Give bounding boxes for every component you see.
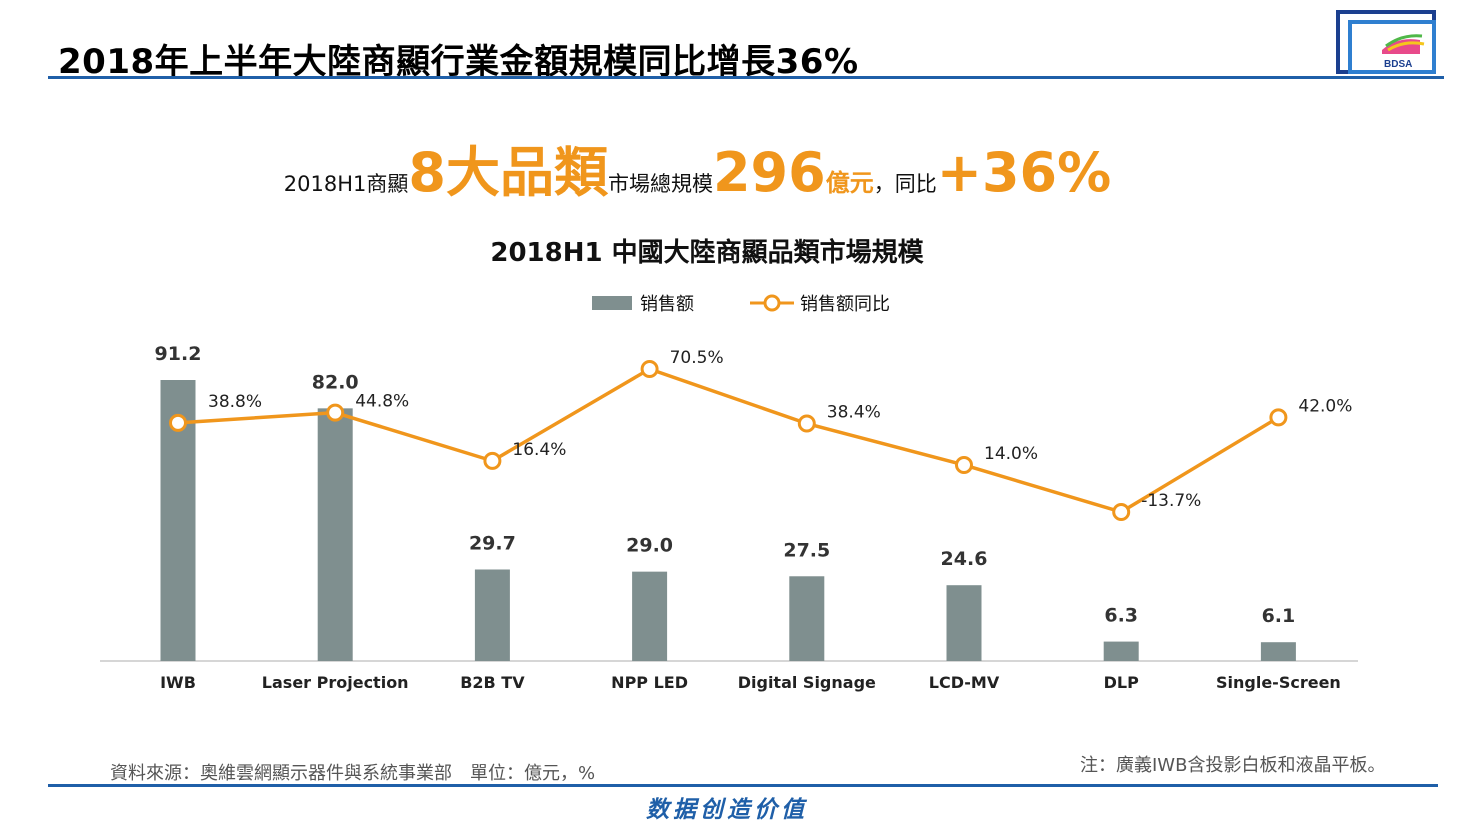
headline-unit: 億元 — [825, 169, 874, 197]
bar-value-label: 27.5 — [783, 539, 830, 561]
bar-value-label: 82.0 — [312, 371, 359, 393]
yoy-value-label: 38.4% — [827, 403, 881, 423]
legend-label-sales: 销售额 — [640, 294, 694, 315]
header-rule — [48, 76, 1444, 79]
legend-swatch-line — [750, 294, 794, 312]
headline-categories: 8大品類 — [408, 141, 608, 204]
bar-value-label: 91.2 — [155, 343, 202, 365]
legend-label-yoy: 销售额同比 — [800, 294, 890, 315]
yoy-line — [177, 367, 1280, 514]
x-tick-label: NPP LED — [611, 673, 688, 692]
x-tick-label: Single-Screen — [1216, 673, 1341, 692]
yoy-value-label: 16.4% — [512, 440, 566, 460]
footer-rule — [48, 784, 1438, 787]
headline-middle: 市場總規模 — [607, 172, 713, 196]
footnote: 注：廣義IWB含投影白板和液晶平板。 — [1080, 755, 1386, 776]
bdsa-logo — [1336, 10, 1436, 74]
chart-title: 2018H1 中國大陸商顯品類市場規模 — [490, 238, 924, 268]
headline-prefix: 2018H1商顯 — [283, 172, 409, 196]
bar-digital-signage — [789, 576, 825, 661]
yoy-point — [955, 455, 973, 474]
bar-value-label: 29.7 — [469, 532, 516, 554]
slogan: 数据创造价值 — [646, 796, 808, 823]
x-tick-label: B2B TV — [460, 673, 525, 692]
bar-b2b-tv — [474, 569, 510, 661]
legend-swatch-bar — [592, 296, 632, 310]
yoy-value-label: 38.8% — [208, 392, 262, 412]
legend-item-yoy: 销售额同比 — [750, 290, 890, 316]
bar-value-label: 24.6 — [941, 548, 988, 570]
x-tick-label: IWB — [160, 673, 196, 692]
source-note: 資料來源：奧維雲網顯示器件與系統事業部 單位：億元，% — [110, 763, 596, 784]
slide-title: 2018年上半年大陸商顯行業金額規模同比增長36% — [58, 42, 859, 82]
yoy-point — [169, 413, 187, 432]
x-tick-label: Laser Projection — [262, 673, 409, 692]
yoy-point — [640, 360, 659, 378]
yoy-value-label: 44.8% — [355, 392, 409, 412]
legend-item-sales: 销售额 — [592, 290, 694, 316]
logo-text: BDSA — [1384, 59, 1413, 70]
bar-value-label: 6.1 — [1262, 605, 1296, 627]
chart-legend: 销售额 销售额同比 — [592, 291, 946, 315]
bar-npp-led — [632, 571, 668, 661]
yoy-value-label: 14.0% — [984, 444, 1038, 464]
yoy-point — [483, 451, 502, 470]
headline-yoy-label: ，同比 — [873, 172, 937, 196]
yoy-point — [1112, 503, 1131, 521]
headline-total-value: 296 — [712, 141, 826, 204]
bar-single-screen — [1260, 642, 1296, 661]
bar-lcd-mv — [946, 585, 982, 661]
x-tick-label: LCD-MV — [929, 673, 1000, 692]
bar-laser-projection — [317, 408, 353, 661]
headline: 2018H1商顯8大品類市場總規模296億元，同比+36% — [0, 128, 1395, 207]
yoy-point — [326, 403, 345, 422]
bar-value-label: 29.0 — [626, 535, 673, 557]
yoy-point — [1269, 408, 1288, 427]
headline-yoy-value: +36% — [936, 141, 1112, 204]
bar-dlp — [1103, 641, 1139, 661]
yoy-point — [797, 414, 816, 433]
x-tick-label: Digital Signage — [738, 673, 876, 692]
yoy-value-label: -13.7% — [1141, 491, 1201, 511]
yoy-value-label: 70.5% — [670, 348, 724, 368]
bar-value-label: 6.3 — [1104, 605, 1138, 627]
yoy-value-label: 42.0% — [1298, 396, 1352, 416]
x-tick-label: DLP — [1104, 673, 1139, 692]
